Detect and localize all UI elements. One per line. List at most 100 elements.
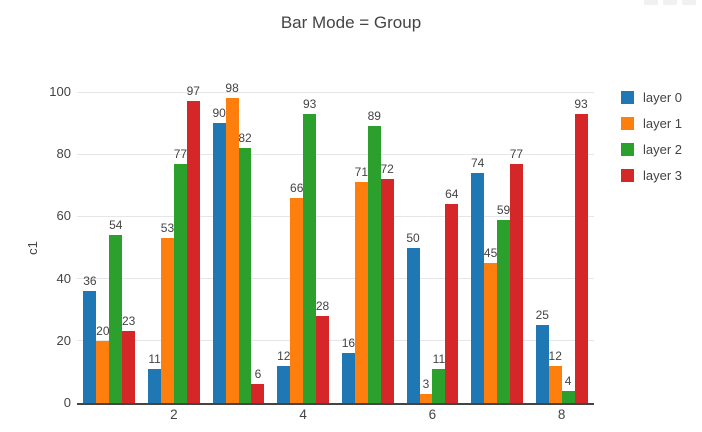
bar-value-label: 72 xyxy=(380,162,394,177)
bar-layer-2-x2[interactable] xyxy=(173,163,187,403)
legend-label: layer 1 xyxy=(643,115,683,131)
legend-item-layer-2[interactable]: layer 2 xyxy=(621,136,682,162)
bar-layer-0-x2[interactable] xyxy=(148,368,161,403)
x-tick-label-6: 6 xyxy=(428,407,437,422)
legend-item-layer-1[interactable]: layer 1 xyxy=(621,110,682,136)
legend: layer 0 layer 1 layer 2 layer 3 xyxy=(621,84,682,188)
legend-swatch-icon xyxy=(621,116,634,130)
legend-label: layer 2 xyxy=(643,141,683,157)
bar-value-label: 11 xyxy=(432,351,446,366)
bar-layer-1-x8[interactable] xyxy=(548,365,562,403)
bar-value-label: 12 xyxy=(277,348,291,363)
y-tick-label-80: 80 xyxy=(56,146,71,162)
bar-layer-0-x7[interactable] xyxy=(471,172,485,403)
legend-swatch-icon xyxy=(621,168,634,182)
gridline-y80 xyxy=(77,153,594,155)
bar-layer-2-x4[interactable] xyxy=(303,113,317,403)
bar-value-label: 89 xyxy=(367,109,381,124)
bar-layer-0-x5[interactable] xyxy=(341,353,355,403)
bar-layer-2-x5[interactable] xyxy=(367,126,381,403)
bar-value-label: 93 xyxy=(302,96,317,111)
bar-value-label: 97 xyxy=(186,84,200,99)
bar-layer-0-x4[interactable] xyxy=(277,365,291,403)
bar-layer-1-x3[interactable] xyxy=(225,98,239,403)
legend-label: layer 3 xyxy=(643,167,683,183)
bar-value-label: 64 xyxy=(445,186,459,201)
bar-value-label: 6 xyxy=(254,367,262,382)
bar-layer-1-x5[interactable] xyxy=(354,182,368,403)
bar-value-label: 77 xyxy=(173,146,188,161)
bar-value-label: 82 xyxy=(238,130,252,145)
bar-value-label: 74 xyxy=(470,155,485,170)
bar-layer-1-x4[interactable] xyxy=(290,197,304,403)
bar-layer-3-x6[interactable] xyxy=(445,203,459,403)
bar-layer-3-x3[interactable] xyxy=(251,384,265,403)
bar-layer-3-x1[interactable] xyxy=(122,331,136,403)
bar-value-label: 28 xyxy=(315,298,330,313)
modebar-button-icon[interactable] xyxy=(682,0,696,5)
bar-value-label: 3 xyxy=(422,376,430,391)
y-tick-label-60: 60 xyxy=(56,208,71,224)
bar-layer-2-x1[interactable] xyxy=(109,235,123,403)
legend-swatch-icon xyxy=(621,90,634,104)
bar-value-label: 77 xyxy=(509,146,524,161)
bar-value-label: 98 xyxy=(225,81,239,96)
bar-value-label: 11 xyxy=(148,351,161,366)
bar-layer-3-x2[interactable] xyxy=(186,101,200,403)
gridline-y60 xyxy=(77,215,594,217)
bar-layer-0-x1[interactable] xyxy=(83,291,97,403)
bar-layer-1-x7[interactable] xyxy=(484,263,498,403)
gridline-y100 xyxy=(77,91,594,93)
bar-layer-1-x6[interactable] xyxy=(419,393,433,403)
y-tick-label-100: 100 xyxy=(49,84,71,99)
legend-item-layer-0[interactable]: layer 0 xyxy=(621,84,682,110)
bar-layer-0-x6[interactable] xyxy=(406,247,420,403)
legend-label: layer 0 xyxy=(643,89,683,105)
y-tick-label-40: 40 xyxy=(56,270,71,286)
bar-value-label: 36 xyxy=(83,274,97,289)
bar-layer-3-x4[interactable] xyxy=(316,315,330,403)
bar-value-label: 45 xyxy=(483,246,498,261)
bar-layer-0-x8[interactable] xyxy=(535,325,549,403)
bar-value-label: 4 xyxy=(564,373,572,388)
x-tick-label-2: 2 xyxy=(170,407,178,422)
bar-layer-2-x8[interactable] xyxy=(561,390,575,403)
x-axis-line xyxy=(77,403,594,405)
legend-item-layer-3[interactable]: layer 3 xyxy=(621,162,682,188)
bar-value-label: 90 xyxy=(212,106,226,121)
bar-value-label: 20 xyxy=(96,323,110,338)
bar-value-label: 59 xyxy=(496,202,511,217)
y-tick-label-0: 0 xyxy=(63,395,71,410)
bar-value-label: 12 xyxy=(548,348,562,363)
bar-value-label: 53 xyxy=(160,221,175,236)
gridline-y20 xyxy=(77,340,594,342)
modebar-button-icon[interactable] xyxy=(663,0,677,5)
bar-value-label: 50 xyxy=(406,230,420,245)
bar-layer-1-x2[interactable] xyxy=(161,238,174,403)
x-tick-label-8: 8 xyxy=(557,407,566,422)
bar-value-label: 25 xyxy=(535,308,549,323)
x-tick-label-4: 4 xyxy=(299,407,307,422)
bar-value-label: 71 xyxy=(354,165,369,180)
bar-layer-3-x7[interactable] xyxy=(509,163,523,403)
y-tick-label-20: 20 xyxy=(56,332,71,348)
y-axis-title: c1 xyxy=(25,241,40,255)
bar-value-label: 23 xyxy=(122,314,136,329)
modebar-button-icon[interactable] xyxy=(644,0,658,5)
bar-value-label: 54 xyxy=(109,218,123,233)
legend-swatch-icon xyxy=(621,142,634,156)
bar-layer-2-x7[interactable] xyxy=(497,219,510,403)
bar-value-label: 93 xyxy=(574,96,588,111)
bar-layer-2-x3[interactable] xyxy=(238,147,252,403)
bar-layer-3-x8[interactable] xyxy=(574,113,588,403)
bar-layer-2-x6[interactable] xyxy=(432,368,446,403)
bar-layer-1-x1[interactable] xyxy=(96,340,110,403)
chart-title: Bar Mode = Group xyxy=(280,13,422,32)
plot-area[interactable]: 36 11 90 12 16 50 74 25 20 53 98 66 71 3 45 12 54 77 82 93 8… xyxy=(77,81,594,405)
modebar[interactable] xyxy=(644,0,696,5)
bar-value-label: 16 xyxy=(341,336,356,351)
bar-value-label: 66 xyxy=(290,180,304,195)
bar-layer-0-x3[interactable] xyxy=(212,123,226,403)
bar-layer-3-x5[interactable] xyxy=(380,179,394,403)
